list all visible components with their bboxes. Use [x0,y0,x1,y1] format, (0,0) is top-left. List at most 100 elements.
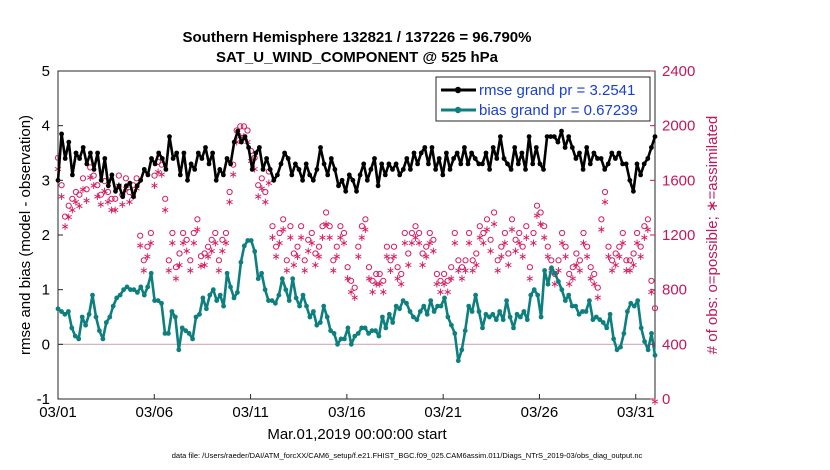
bias-point [487,314,492,320]
obs-possible-marker [623,257,630,264]
bias-point [449,322,454,328]
rmse-point [555,139,561,145]
obs-assimilated-marker: ∗ [214,264,223,277]
rmse-point [587,161,593,167]
bias-point [490,311,496,317]
obs-possible-marker [187,257,194,264]
obs-possible-marker [487,236,494,243]
obs-assimilated-marker: ∗ [543,250,552,263]
bias-point [455,358,461,364]
obs-possible-marker [462,257,469,264]
obs-assimilated-marker: ∗ [443,286,452,299]
bias-point [228,284,233,290]
bias-point [276,292,282,298]
obs-assimilated-marker: ∗ [650,395,659,408]
obs-possible-marker [408,229,415,237]
obs-assimilated-marker: ∗ [464,237,473,250]
rmse-point [156,150,162,156]
obs-possible-marker [373,270,380,278]
bias-point [628,300,634,306]
legend-rmse-label: rmse grand pr = 3.2541 [479,82,635,99]
obs-assimilated-marker: ∗ [361,223,370,236]
obs-assimilated-marker: ∗ [439,278,448,291]
obs-assimilated-marker: ∗ [354,250,363,263]
rmse-point [310,177,316,183]
rmse-point [613,156,618,161]
obs-possible-marker [559,229,566,237]
bias-point [210,287,216,293]
obs-possible-marker [290,250,297,257]
rmse-point [325,172,331,178]
obs-possible-marker [240,123,247,130]
bias-point [618,344,623,350]
obs-possible-marker [566,270,573,278]
bias-point [193,314,199,320]
bias-point [152,298,158,303]
bias-point [625,309,630,314]
obs-assimilated-marker: ∗ [632,237,641,250]
bias-point [373,328,378,334]
rmse-point [206,161,212,167]
obs-assimilated-marker: ∗ [554,264,563,277]
obs-assimilated-marker: ∗ [171,272,180,285]
obs-possible-marker [433,270,440,278]
obs-possible-marker [634,229,641,237]
bias-point [611,336,616,342]
rmse-point [296,167,302,172]
rmse-point [116,183,122,189]
rmse-point [415,161,420,167]
obs-possible-marker [491,209,498,216]
obs-possible-marker [208,236,215,243]
obs-assimilated-marker: ∗ [604,250,613,263]
bias-point [593,314,599,320]
rmse-point [275,172,280,178]
bias-point [241,243,247,249]
obs-possible-marker [612,250,619,257]
obs-assimilated-marker: ∗ [318,231,327,244]
obs-possible-marker [405,250,412,257]
y-right-tick-label: 400 [662,336,687,353]
bias-point [473,292,478,298]
obs-assimilated-marker: ∗ [400,237,409,250]
bias-point [314,322,320,328]
rmse-point [372,156,377,161]
obs-assimilated-marker: ∗ [107,204,116,217]
x-axis: 03/01 03/06 03/11 03/16 03/21 03/26 03/31 [39,394,655,421]
obs-assimilated-marker: ∗ [429,245,438,258]
obs-assimilated-marker: ∗ [168,237,177,250]
obs-possible-marker [79,175,87,182]
obs-assimilated-marker: ∗ [189,237,198,250]
bias-point [255,276,261,282]
bias-point [407,309,413,314]
obs-assimilated-marker: ∗ [522,231,531,244]
bias-point [452,331,458,336]
obs-possible-marker [476,223,483,230]
rmse-point [382,172,388,178]
obs-assimilated-marker: ∗ [636,250,645,263]
rmse-point [562,145,568,150]
obs-assimilated-marker: ∗ [136,239,145,252]
bias-point [393,303,399,309]
bias-point [621,331,627,336]
bias-point [114,295,120,301]
rmse-point [422,145,428,150]
rmse-point [95,150,100,156]
rmse-point [73,150,79,156]
obs-possible-marker [469,257,476,264]
bias-point [317,320,323,325]
obs-possible-marker [298,223,305,230]
bias-point [217,292,223,298]
rmse-point [649,145,654,150]
obs-possible-marker [598,216,605,223]
bias-point [121,287,126,293]
obs-possible-marker [315,243,323,250]
obs-assimilated-marker: ∗ [264,176,273,189]
rmse-point [59,131,64,137]
obs-possible-marker [641,223,648,230]
obs-assimilated-marker: ∗ [300,264,309,277]
bias-point [138,284,144,290]
obs-assimilated-marker: ∗ [590,278,599,291]
bias-point [186,331,192,336]
obs-assimilated-marker: ∗ [525,272,534,285]
